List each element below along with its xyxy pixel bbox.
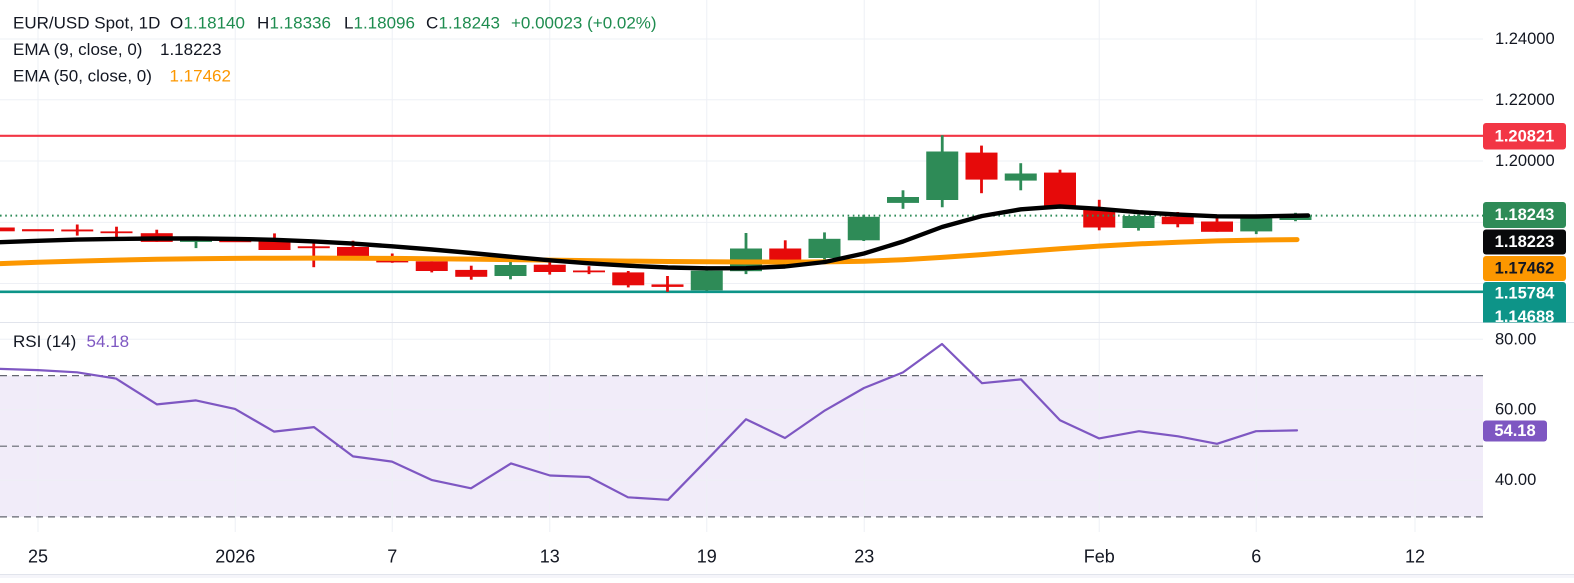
svg-text:19: 19	[697, 547, 717, 567]
svg-text:23: 23	[854, 547, 874, 567]
svg-text:EUR/USD Spot, 1D: EUR/USD Spot, 1D	[13, 14, 160, 33]
svg-text:1.18336: 1.18336	[270, 14, 331, 33]
svg-text:54.18: 54.18	[1494, 422, 1535, 440]
svg-text:6: 6	[1251, 547, 1261, 567]
svg-text:C: C	[426, 14, 438, 33]
svg-text:H: H	[257, 14, 269, 33]
svg-text:RSI (14): RSI (14)	[13, 332, 76, 351]
svg-text:1.15784: 1.15784	[1495, 285, 1555, 303]
svg-text:1.18223: 1.18223	[160, 40, 221, 59]
svg-text:L: L	[344, 14, 353, 33]
svg-text:1.18243: 1.18243	[439, 14, 500, 33]
svg-text:7: 7	[387, 547, 397, 567]
svg-text:1.24000: 1.24000	[1495, 30, 1555, 48]
svg-text:1.14688: 1.14688	[1495, 308, 1555, 326]
svg-text:1.18140: 1.18140	[184, 14, 245, 33]
svg-text:1.20000: 1.20000	[1495, 152, 1555, 170]
svg-text:25: 25	[28, 547, 48, 567]
svg-text:60.00: 60.00	[1495, 401, 1536, 419]
svg-text:1.20821: 1.20821	[1495, 127, 1555, 145]
svg-text:1.17462: 1.17462	[170, 67, 231, 86]
svg-text:+0.00023 (+0.02%): +0.00023 (+0.02%)	[511, 14, 657, 33]
svg-text:1.17462: 1.17462	[1495, 260, 1555, 278]
svg-text:1.18243: 1.18243	[1495, 206, 1555, 224]
svg-text:80.00: 80.00	[1495, 330, 1536, 348]
svg-text:EMA (9, close, 0): EMA (9, close, 0)	[13, 40, 142, 59]
svg-text:54.18: 54.18	[87, 332, 130, 351]
svg-text:12: 12	[1405, 547, 1425, 567]
svg-text:Feb: Feb	[1084, 547, 1115, 567]
svg-text:EMA (50, close, 0): EMA (50, close, 0)	[13, 67, 152, 86]
svg-text:O: O	[170, 14, 183, 33]
svg-text:1.18223: 1.18223	[1495, 233, 1555, 251]
svg-text:1.18096: 1.18096	[354, 14, 415, 33]
svg-text:13: 13	[540, 547, 560, 567]
svg-text:2026: 2026	[215, 547, 255, 567]
svg-text:40.00: 40.00	[1495, 471, 1536, 489]
svg-text:1.22000: 1.22000	[1495, 91, 1555, 109]
